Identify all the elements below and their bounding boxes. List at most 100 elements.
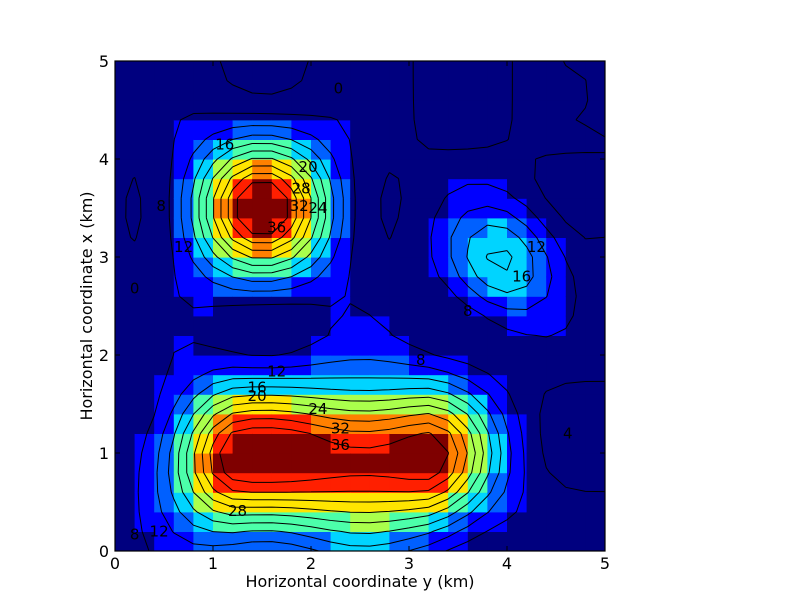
contour-fill-cell <box>154 276 175 297</box>
contour-fill-cell <box>507 531 528 551</box>
contour-fill-cell <box>389 61 410 82</box>
contour-fill-cell <box>232 472 253 493</box>
contour-fill-cell <box>428 433 449 454</box>
contour-fill-cell <box>232 237 253 258</box>
contour-fill-cell <box>585 335 605 356</box>
contour-fill-cell <box>409 472 430 493</box>
contour-fill-cell <box>232 315 253 336</box>
contour-fill-cell <box>173 315 194 336</box>
contour-fill-cell <box>232 453 253 474</box>
contour-fill-cell <box>271 61 292 82</box>
contour-fill-cell <box>369 355 390 376</box>
contour-fill-cell <box>232 80 253 101</box>
contour-fill-cell <box>330 355 351 376</box>
contour-fill-cell <box>291 119 312 140</box>
contour-fill-cell <box>546 511 567 532</box>
contour-fill-cell <box>546 257 567 278</box>
contour-fill-cell <box>134 355 155 376</box>
contour-fill-cell <box>252 276 273 297</box>
contour-fill-cell <box>526 61 547 82</box>
contour-fill-cell <box>291 472 312 493</box>
x-tick-label: 5 <box>600 554 610 573</box>
contour-fill-cell <box>409 198 430 219</box>
contour-fill-cell <box>193 198 214 219</box>
contour-fill-cell <box>173 355 194 376</box>
contour-fill-cell <box>448 80 469 101</box>
contour-line-8 <box>156 125 553 551</box>
contour-fill-cell <box>330 492 351 513</box>
contour-label: 0 <box>130 279 140 297</box>
contour-fill-cell <box>232 335 253 356</box>
contour-fill-cell <box>448 335 469 356</box>
contour-fill-cell <box>585 198 605 219</box>
contour-fill-cell <box>369 472 390 493</box>
contour-fill-cell <box>193 237 214 258</box>
contour-fill-cell <box>154 492 175 513</box>
contour-fill-cell <box>271 413 292 434</box>
contour-fill-cell <box>369 276 390 297</box>
contour-fill-cell <box>115 119 136 140</box>
contour-fill-cell <box>369 296 390 317</box>
contour-fill-cell <box>389 394 410 415</box>
contour-label: 8 <box>463 302 473 320</box>
contour-fill-cell <box>350 237 371 258</box>
contour-fill-cell <box>389 335 410 356</box>
contour-fill-cell <box>350 178 371 199</box>
contour-fill-cell <box>507 217 528 238</box>
contour-fill-cell <box>526 178 547 199</box>
contour-fill-cell <box>409 257 430 278</box>
contour-fill-cell <box>115 511 136 532</box>
contour-fill-cell <box>311 453 332 474</box>
contour-fill-cell <box>232 217 253 238</box>
contour-fill-cell <box>271 276 292 297</box>
contour-fill-cell <box>409 139 430 160</box>
contour-fill-cell <box>271 178 292 199</box>
contour-fill-cell <box>409 276 430 297</box>
contour-fill-cell <box>369 217 390 238</box>
contour-fill-cell <box>134 276 155 297</box>
contour-fill-cell <box>115 472 136 493</box>
contour-fill-cell <box>526 159 547 180</box>
contour-fill-cell <box>507 374 528 395</box>
contour-fill-cell <box>467 100 488 121</box>
contour-fill-cell <box>193 119 214 140</box>
contour-fill-cell <box>252 237 273 258</box>
contour-fill-cell <box>487 237 508 258</box>
contour-fill-cell <box>115 531 136 551</box>
contour-fill-cell <box>252 492 273 513</box>
contour-fill-cell <box>350 355 371 376</box>
contour-fill-cell <box>271 100 292 121</box>
contour-fill-cell <box>311 433 332 454</box>
contour-fill-cell <box>154 511 175 532</box>
contour-fill-cell <box>487 100 508 121</box>
contour-fill-cell <box>173 217 194 238</box>
contour-fill-cell <box>311 257 332 278</box>
contour-fill-cell <box>330 178 351 199</box>
contour-fill-cell <box>487 531 508 551</box>
contour-fill-cell <box>409 119 430 140</box>
contour-fill-cell <box>330 257 351 278</box>
contour-fill-cell <box>487 453 508 474</box>
contour-fill-cell <box>546 237 567 258</box>
contour-line-12 <box>167 134 534 547</box>
contour-fill-cell <box>526 413 547 434</box>
contour-fill-cell <box>330 217 351 238</box>
contour-fill-cell <box>369 433 390 454</box>
contour-fill-cell <box>565 198 586 219</box>
contour-fill-cell <box>252 139 273 160</box>
contour-fill-cell <box>565 237 586 258</box>
contour-fill-cell <box>134 374 155 395</box>
contour-fill-cell <box>252 296 273 317</box>
contour-fill-cell <box>428 178 449 199</box>
contour-fill-cell <box>271 355 292 376</box>
contour-fill-cell <box>467 453 488 474</box>
contour-fill-cell <box>154 257 175 278</box>
contour-fill-cell <box>311 531 332 551</box>
contour-fill-cell <box>565 100 586 121</box>
contour-fill-cell <box>291 80 312 101</box>
contour-fill-cell <box>291 394 312 415</box>
contour-fill-cell <box>173 139 194 160</box>
contour-fill-cell <box>389 237 410 258</box>
